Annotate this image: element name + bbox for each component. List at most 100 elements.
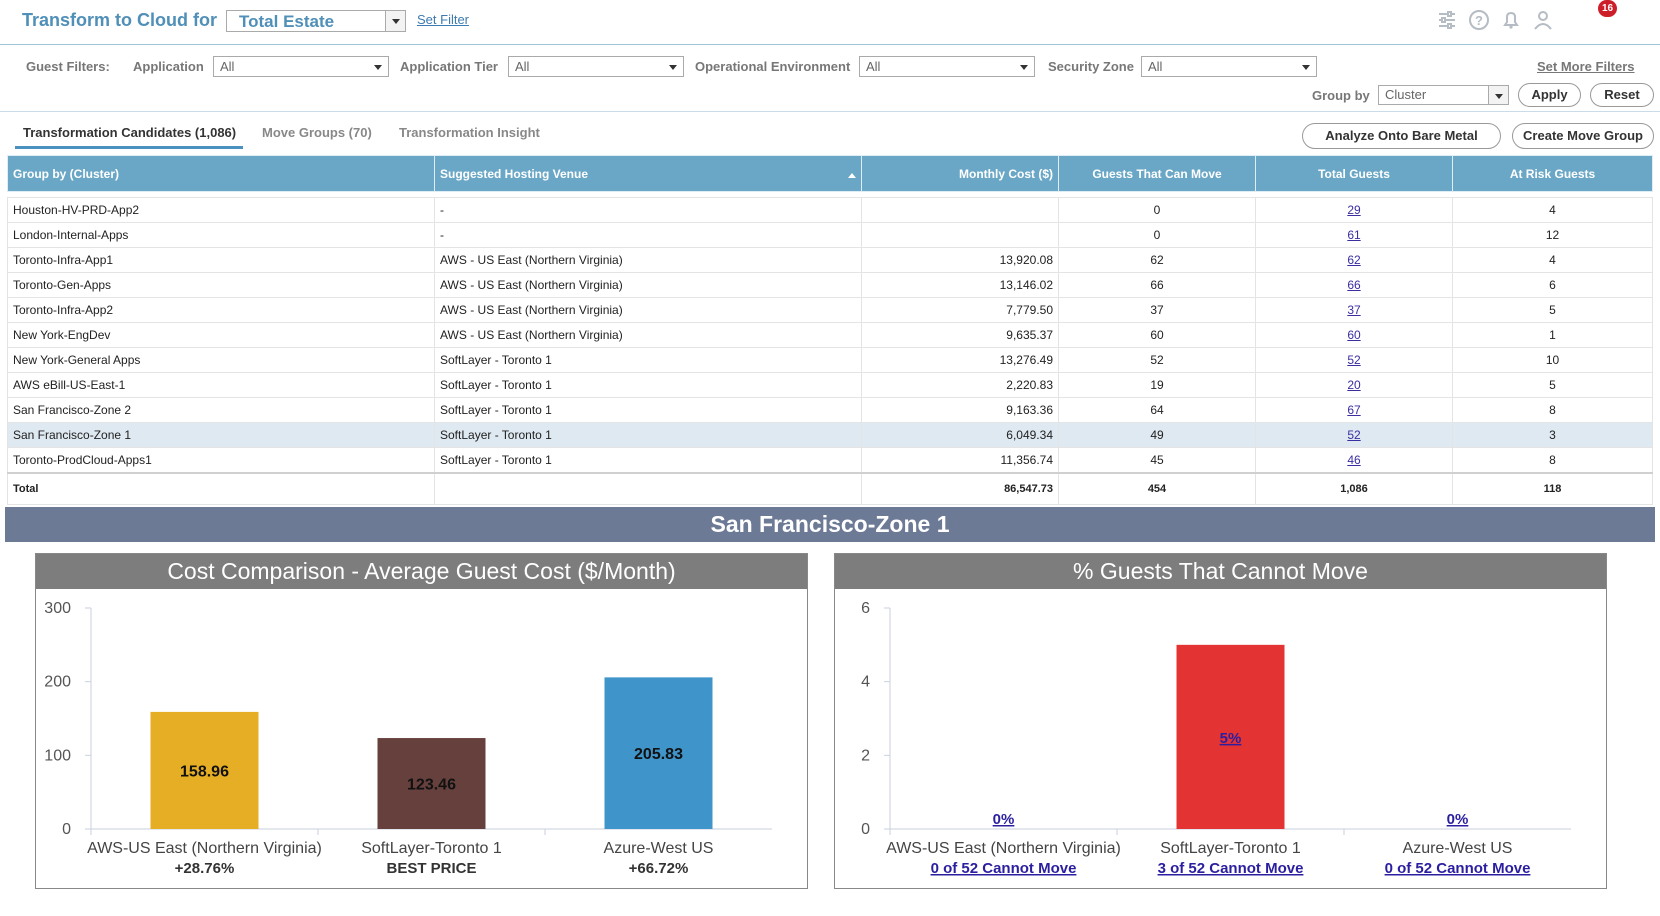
total-guests-link[interactable]: 62 <box>1347 253 1361 267</box>
tab-transformation-candidates[interactable]: Transformation Candidates (1,086) <box>23 125 237 140</box>
group-by-select[interactable]: Cluster <box>1378 85 1509 105</box>
bar-value-label[interactable]: 0% <box>993 811 1015 828</box>
column-header-guests-can-move[interactable]: Guests That Can Move <box>1058 155 1256 192</box>
cell-at-risk: 4 <box>1452 197 1653 223</box>
cell-total-guests[interactable]: 66 <box>1255 272 1453 298</box>
column-header-at-risk[interactable]: At Risk Guests <box>1452 155 1653 192</box>
table-row[interactable]: AWS eBill-US-East-1 SoftLayer - Toronto 1… <box>7 372 1653 398</box>
cell-total-guests[interactable]: 67 <box>1255 397 1453 423</box>
bell-icon[interactable] <box>1500 9 1522 31</box>
set-more-filters-link[interactable]: Set More Filters <box>1537 59 1635 74</box>
total-monthly-cost: 86,547.73 <box>861 471 1059 505</box>
bar-value-label: 158.96 <box>180 763 229 780</box>
total-guests-link[interactable]: 52 <box>1347 353 1361 367</box>
chevron-down-icon[interactable] <box>1014 57 1034 76</box>
total-guests-link[interactable]: 46 <box>1347 452 1361 467</box>
cell-monthly-cost: 6,049.34 <box>861 422 1059 448</box>
total-guests-link[interactable]: 61 <box>1347 228 1361 242</box>
cell-at-risk: 5 <box>1452 372 1653 398</box>
cell-guests-can-move: 0 <box>1058 222 1256 248</box>
cannot-move-link[interactable]: 3 of 52 Cannot Move <box>1158 860 1304 877</box>
apply-button[interactable]: Apply <box>1518 83 1581 107</box>
cannot-move-link[interactable]: 0 of 52 Cannot Move <box>931 860 1077 877</box>
chevron-down-icon[interactable] <box>663 57 683 76</box>
table-row[interactable]: Toronto-Infra-App1 AWS - US East (Norther… <box>7 247 1653 273</box>
total-guests-link[interactable]: 37 <box>1347 303 1361 317</box>
cell-monthly-cost: 13,146.02 <box>861 272 1059 298</box>
cell-group: New York-EngDev <box>7 322 435 348</box>
cell-total-guests[interactable]: 61 <box>1255 222 1453 248</box>
cell-venue: SoftLayer - Toronto 1 <box>434 447 862 473</box>
cell-monthly-cost: 13,920.08 <box>861 247 1059 273</box>
cell-venue: SoftLayer - Toronto 1 <box>434 372 862 398</box>
chevron-down-icon[interactable] <box>368 57 388 76</box>
column-header-total-guests[interactable]: Total Guests <box>1255 155 1453 192</box>
cell-guests-can-move: 64 <box>1058 397 1256 423</box>
user-icon[interactable] <box>1532 9 1554 31</box>
create-move-group-button[interactable]: Create Move Group <box>1512 123 1654 149</box>
top-bar: Transform to Cloud for Total Estate Set … <box>0 0 1660 45</box>
estate-select[interactable]: Total Estate <box>226 10 406 32</box>
sliders-icon[interactable] <box>1436 9 1458 31</box>
operational-environment-label: Operational Environment <box>695 59 851 74</box>
cell-total-guests[interactable]: 62 <box>1255 247 1453 273</box>
operational-environment-select[interactable]: All <box>859 56 1035 77</box>
total-guests-link[interactable]: 20 <box>1347 378 1361 392</box>
cell-group: San Francisco-Zone 1 <box>7 422 435 448</box>
analyze-onto-bare-metal-button[interactable]: Analyze Onto Bare Metal <box>1302 123 1501 149</box>
table-row[interactable]: Toronto-ProdCloud-Apps1 SoftLayer - Toron… <box>7 447 1653 473</box>
cell-venue: - <box>434 197 862 223</box>
tab-transformation-insight[interactable]: Transformation Insight <box>399 125 540 140</box>
column-header-group[interactable]: Group by (Cluster) <box>7 155 435 192</box>
cell-total-guests[interactable]: 52 <box>1255 422 1453 448</box>
chevron-down-icon[interactable] <box>385 11 405 31</box>
total-guests-link[interactable]: 67 <box>1347 403 1361 417</box>
security-zone-select[interactable]: All <box>1141 56 1317 77</box>
chevron-down-icon[interactable] <box>1296 57 1316 76</box>
y-tick-label: 6 <box>861 600 870 617</box>
cell-total-guests[interactable]: 52 <box>1255 347 1453 373</box>
set-filter-link[interactable]: Set Filter <box>417 12 470 27</box>
cell-group: New York-General Apps <box>7 347 435 373</box>
security-zone-label: Security Zone <box>1048 59 1134 74</box>
bar-value-label[interactable]: 5% <box>1220 730 1242 747</box>
cell-guests-can-move: 66 <box>1058 272 1256 298</box>
bar-value-label[interactable]: 0% <box>1447 811 1469 828</box>
table-row[interactable]: New York-EngDev AWS - US East (Northern V… <box>7 322 1653 348</box>
candidates-table: Group by (Cluster) Suggested Hosting Ven… <box>7 155 1653 505</box>
column-header-venue[interactable]: Suggested Hosting Venue <box>434 155 862 192</box>
cell-total-guests[interactable]: 20 <box>1255 372 1453 398</box>
chevron-down-icon[interactable] <box>1488 86 1508 104</box>
reset-button[interactable]: Reset <box>1590 83 1654 107</box>
total-guests-link[interactable]: 66 <box>1347 278 1361 292</box>
table-row[interactable]: New York-General Apps SoftLayer - Toronto… <box>7 347 1653 373</box>
total-group: Total <box>7 471 435 505</box>
cell-guests-can-move: 0 <box>1058 197 1256 223</box>
table-row[interactable]: Houston-HV-PRD-App2- 0 29 4 <box>7 197 1653 223</box>
column-header-monthly-cost[interactable]: Monthly Cost ($) <box>861 155 1059 192</box>
table-row[interactable]: Toronto-Gen-Apps AWS - US East (Northern … <box>7 272 1653 298</box>
x-category-label: SoftLayer-Toronto 1 <box>1160 840 1301 857</box>
sort-ascending-icon[interactable] <box>848 172 856 178</box>
table-row[interactable]: San Francisco-Zone 1 SoftLayer - Toronto … <box>7 422 1653 448</box>
cell-total-guests[interactable]: 37 <box>1255 297 1453 323</box>
cannot-move-link[interactable]: 0 of 52 Cannot Move <box>1385 860 1531 877</box>
cell-total-guests[interactable]: 29 <box>1255 197 1453 223</box>
total-venue <box>434 471 862 505</box>
cell-total-guests[interactable]: 46 <box>1255 447 1453 473</box>
tab-move-groups[interactable]: Move Groups (70) <box>262 125 372 140</box>
table-row[interactable]: San Francisco-Zone 2 SoftLayer - Toronto … <box>7 397 1653 423</box>
cell-at-risk: 1 <box>1452 322 1653 348</box>
application-tier-select[interactable]: All <box>508 56 684 77</box>
total-guests-link[interactable]: 60 <box>1347 328 1361 342</box>
y-tick-label: 2 <box>861 747 870 764</box>
table-row[interactable]: London-Internal-Apps - 0 61 12 <box>7 222 1653 248</box>
application-select[interactable]: All <box>213 56 389 77</box>
cell-total-guests[interactable]: 60 <box>1255 322 1453 348</box>
cell-guests-can-move: 52 <box>1058 347 1256 373</box>
total-guests-link[interactable]: 29 <box>1347 203 1361 217</box>
help-icon[interactable]: ? <box>1468 9 1490 31</box>
cell-venue: SoftLayer - Toronto 1 <box>434 347 862 373</box>
total-guests-link[interactable]: 52 <box>1347 428 1361 442</box>
table-row[interactable]: Toronto-Infra-App2 AWS - US East (Norther… <box>7 297 1653 323</box>
